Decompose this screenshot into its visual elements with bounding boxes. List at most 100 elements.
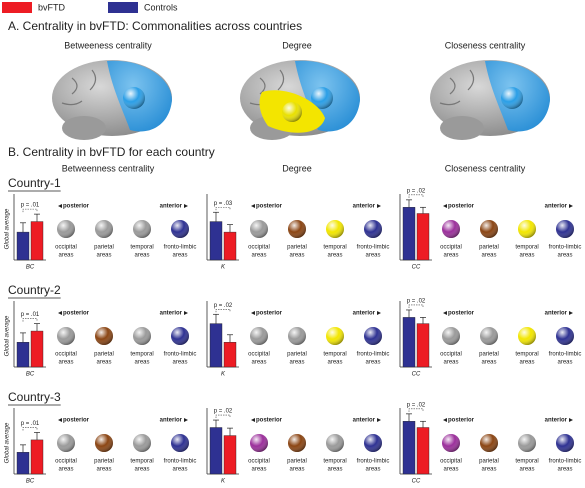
region-label: areas: [58, 360, 73, 366]
region-label: temporal: [515, 352, 538, 358]
region-shade: [171, 327, 189, 345]
significance-bracket: [22, 318, 38, 322]
region-shade: [95, 220, 113, 238]
x-axis-label: CC: [412, 372, 421, 378]
annotation: p = .02: [214, 409, 233, 415]
region-shade: [480, 220, 498, 238]
x-axis-label: CC: [412, 479, 421, 485]
arrow: [251, 418, 255, 422]
bar: [402, 421, 416, 475]
significance-bracket: [22, 208, 38, 213]
arrow: [58, 418, 62, 422]
region-label: parietal: [287, 245, 307, 251]
region-label: temporal: [323, 459, 346, 465]
direction-label: posterior: [63, 204, 90, 210]
measure-title: Degree: [282, 163, 312, 173]
region-shade: [518, 434, 536, 452]
region-label: areas: [134, 360, 149, 366]
section-title: A. Centrality in bvFTD: Commonalities ac…: [8, 19, 302, 33]
legend-swatch: [2, 2, 32, 13]
region-label: parietal: [479, 352, 499, 358]
region-label: temporal: [130, 459, 153, 465]
region-shade: [288, 220, 306, 238]
region-shade: [364, 434, 382, 452]
region-shade: [326, 327, 344, 345]
direction-label: anterior: [353, 418, 376, 424]
arrow: [377, 311, 381, 315]
arrow: [443, 204, 447, 208]
significance-bracket: [408, 304, 424, 308]
country-label: Country-1: [8, 176, 61, 190]
arrow: [184, 204, 188, 208]
direction-label: posterior: [448, 204, 475, 210]
region-label: areas: [289, 253, 304, 259]
region-shade: [57, 220, 75, 238]
significance-bracket: [408, 408, 424, 412]
region-shade: [133, 220, 151, 238]
region-label: fronto-limbic: [164, 459, 197, 465]
region-shade: [442, 434, 460, 452]
country-label: Country-3: [8, 390, 61, 404]
section-title: B. Centrality in bvFTD for each country: [8, 145, 215, 159]
bar: [16, 342, 30, 368]
region-shade: [518, 327, 536, 345]
region-label: areas: [327, 253, 342, 259]
region-shade: [480, 327, 498, 345]
region-shade: [250, 327, 268, 345]
legend-label: Controls: [144, 2, 178, 12]
direction-label: posterior: [63, 311, 90, 317]
arrow: [184, 418, 188, 422]
measure-title: Betweeness centrality: [64, 40, 152, 50]
region-label: occipital: [55, 245, 77, 251]
significance-bracket: [215, 309, 231, 313]
arrow: [569, 311, 573, 315]
region-shade: [364, 327, 382, 345]
region-shade: [442, 220, 460, 238]
region-shade: [288, 434, 306, 452]
region-label: parietal: [287, 352, 307, 358]
region-label: areas: [443, 360, 458, 366]
region-label: parietal: [94, 352, 114, 358]
arrow: [184, 311, 188, 315]
region-label: areas: [365, 360, 380, 366]
region-label: occipital: [55, 459, 77, 465]
region-shade: [57, 434, 75, 452]
region-label: areas: [289, 467, 304, 473]
region-label: areas: [134, 253, 149, 259]
bar: [30, 221, 44, 261]
direction-label: anterior: [160, 311, 183, 317]
region-label: occipital: [440, 352, 462, 358]
region-label: temporal: [323, 352, 346, 358]
region-label: temporal: [515, 459, 538, 465]
region-label: areas: [365, 467, 380, 473]
bar: [402, 317, 416, 368]
x-axis-label: K: [221, 479, 226, 485]
region-label: areas: [289, 360, 304, 366]
direction-label: anterior: [353, 311, 376, 317]
arrow: [377, 204, 381, 208]
region-shade: [364, 220, 382, 238]
region-label: occipital: [55, 352, 77, 358]
region-label: temporal: [130, 245, 153, 251]
measure-title: Closeness centrality: [445, 163, 526, 173]
region-label: parietal: [479, 245, 499, 251]
arrow: [569, 204, 573, 208]
region-label: areas: [481, 360, 496, 366]
arrow: [443, 311, 447, 315]
bar: [223, 231, 237, 261]
direction-label: anterior: [545, 311, 568, 317]
bar: [16, 231, 30, 261]
brain: [51, 59, 173, 141]
direction-label: posterior: [448, 311, 475, 317]
region-label: areas: [172, 467, 187, 473]
significance-bracket: [215, 206, 231, 211]
annotation: p = .03: [214, 201, 233, 207]
region-label: areas: [251, 360, 266, 366]
region-shade: [518, 220, 536, 238]
region-label: areas: [557, 467, 572, 473]
region-label: areas: [58, 467, 73, 473]
y-axis-label: Global average: [5, 422, 11, 463]
brain: [429, 59, 551, 141]
arrow: [251, 311, 255, 315]
